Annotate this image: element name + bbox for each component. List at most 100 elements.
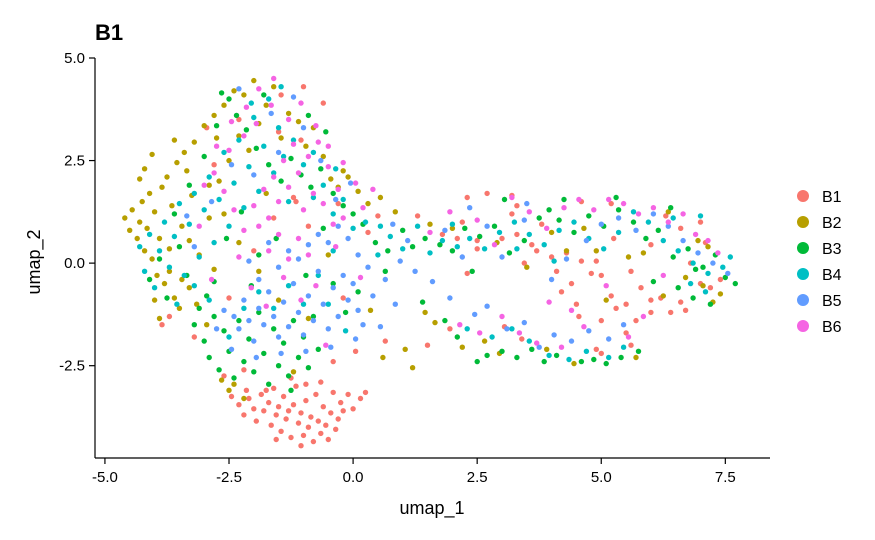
legend-label-b3: B3 <box>822 241 842 258</box>
point-b6-22 <box>295 235 302 242</box>
point-b4-63 <box>720 264 726 270</box>
point-b4-60 <box>675 248 681 254</box>
point-b1-104 <box>682 307 689 313</box>
point-b4-62 <box>705 270 711 277</box>
point-b1-17 <box>288 434 294 441</box>
point-b1-9 <box>268 422 274 428</box>
point-b6-18 <box>340 215 346 221</box>
point-b4-89 <box>310 149 317 156</box>
point-b3-17 <box>280 340 287 346</box>
point-b1-97 <box>613 305 619 311</box>
point-b6-5 <box>275 198 282 205</box>
point-b4-86 <box>174 301 180 307</box>
point-b3-38 <box>278 178 284 184</box>
point-b2-16 <box>166 246 173 252</box>
point-b2-19 <box>174 159 180 166</box>
point-b4-41 <box>400 246 406 252</box>
point-b3-90 <box>484 352 490 359</box>
point-b4-10 <box>186 221 192 227</box>
point-b2-57 <box>151 297 158 303</box>
point-b5-24 <box>350 280 356 287</box>
point-b1-105 <box>648 309 654 316</box>
point-b4-83 <box>330 248 336 254</box>
point-b2-78 <box>548 229 555 236</box>
point-b5-4 <box>251 338 257 344</box>
point-b6-10 <box>300 207 307 213</box>
point-b1-121 <box>663 213 669 219</box>
point-b6-7 <box>285 184 292 190</box>
point-b2-10 <box>151 209 158 215</box>
point-b3-52 <box>437 242 443 248</box>
point-b1-118 <box>519 336 525 342</box>
point-b4-91 <box>377 223 384 229</box>
point-b3-15 <box>271 326 277 332</box>
point-b5-12 <box>290 280 297 287</box>
point-b1-13 <box>278 428 284 434</box>
point-b6-37 <box>285 116 292 123</box>
point-b1-119 <box>608 200 614 207</box>
point-b2-41 <box>278 135 284 141</box>
point-b4-45 <box>454 244 460 250</box>
point-b1-56 <box>290 194 297 201</box>
point-b1-43 <box>303 381 309 387</box>
point-b6-66 <box>705 237 711 244</box>
point-b3-26 <box>204 293 210 299</box>
point-b4-80 <box>285 283 292 289</box>
x-axis-label: umap_1 <box>399 498 464 519</box>
point-b3-116 <box>305 112 312 119</box>
point-b1-25 <box>308 414 314 420</box>
point-b3-78 <box>650 278 657 285</box>
point-b1-36 <box>335 416 341 422</box>
point-b1-31 <box>323 422 329 428</box>
point-b2-32 <box>226 157 232 164</box>
point-b1-18 <box>290 402 297 408</box>
point-b1-37 <box>338 399 344 406</box>
point-b3-5 <box>221 328 227 334</box>
point-b3-3 <box>211 313 217 320</box>
point-b3-19 <box>290 317 297 324</box>
point-b3-119 <box>288 387 294 393</box>
point-b2-27 <box>201 123 207 129</box>
point-b1-81 <box>509 211 515 217</box>
point-b5-97 <box>236 86 242 92</box>
point-b6-51 <box>360 205 366 211</box>
point-b4-27 <box>271 170 277 176</box>
point-b4-58 <box>645 219 652 225</box>
point-b2-53 <box>377 194 384 201</box>
point-b6-78 <box>474 217 480 223</box>
point-b4-95 <box>514 246 520 252</box>
point-b3-92 <box>442 317 448 324</box>
point-b2-100 <box>432 319 438 326</box>
point-b3-82 <box>541 358 547 365</box>
point-b5-46 <box>352 336 359 342</box>
point-b5-38 <box>266 239 272 246</box>
legend-key-b2 <box>797 216 809 228</box>
point-b1-26 <box>310 438 317 445</box>
point-b2-85 <box>660 293 666 299</box>
point-b5-32 <box>335 223 341 229</box>
point-b5-79 <box>499 254 505 260</box>
point-b3-75 <box>675 285 681 291</box>
point-b6-57 <box>576 196 582 203</box>
point-b3-112 <box>613 194 619 201</box>
point-b6-36 <box>201 182 207 188</box>
point-b6-11 <box>305 153 312 160</box>
point-b6-12 <box>310 190 317 197</box>
point-b3-41 <box>308 184 314 190</box>
point-b1-24 <box>305 424 312 430</box>
point-b5-96 <box>268 110 274 117</box>
y-tick-label: -2.5 <box>59 358 85 375</box>
point-b3-32 <box>213 123 220 129</box>
point-b1-8 <box>266 399 272 406</box>
point-b6-77 <box>491 242 498 248</box>
point-b3-101 <box>164 295 170 301</box>
point-b5-62 <box>568 338 575 344</box>
point-b6-81 <box>568 307 575 313</box>
point-b1-6 <box>258 391 264 398</box>
point-b6-0 <box>251 203 257 209</box>
point-b1-2 <box>241 412 247 418</box>
point-b2-91 <box>695 237 701 244</box>
point-b1-125 <box>539 221 545 227</box>
point-b5-6 <box>261 322 267 328</box>
point-b2-69 <box>290 369 297 375</box>
